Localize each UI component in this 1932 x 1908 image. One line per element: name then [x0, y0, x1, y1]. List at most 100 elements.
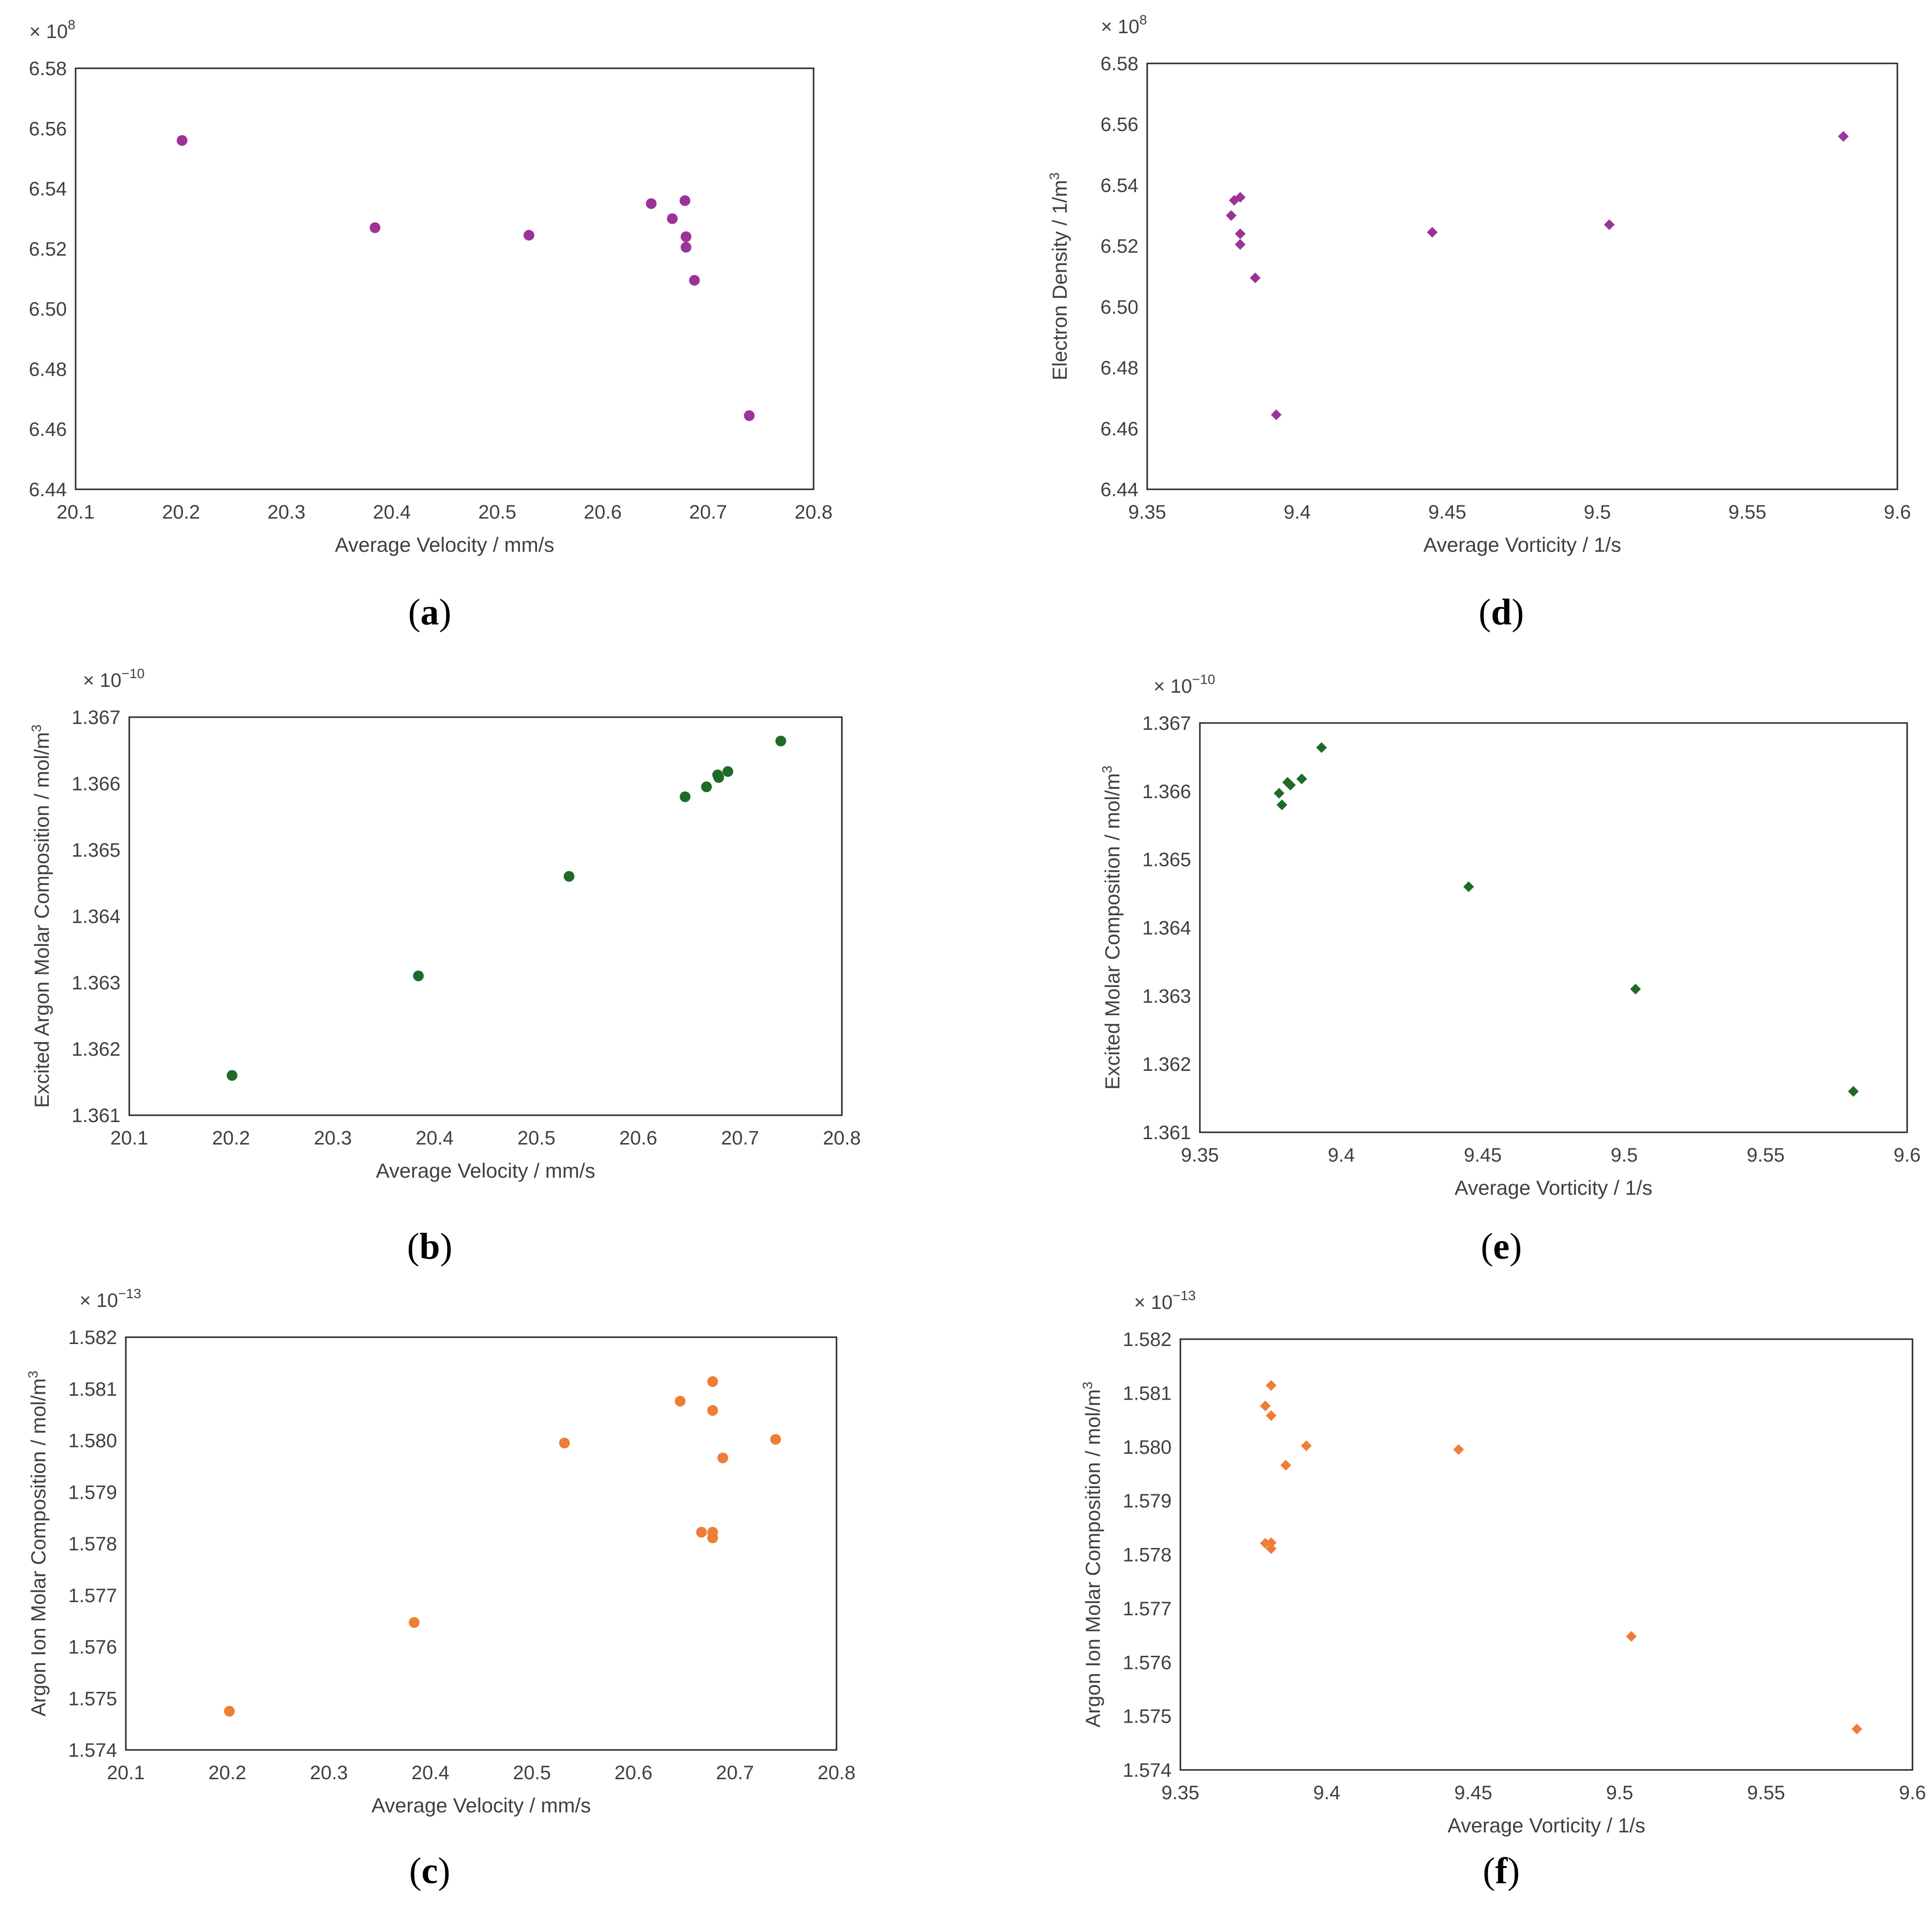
x-tick-label: 9.6: [1899, 1782, 1926, 1804]
y-tick-label: 1.579: [68, 1482, 117, 1503]
data-point: [707, 1532, 718, 1544]
y-axis-label-text: Excited Molar Composition / mol/m: [1101, 773, 1124, 1090]
panel-label-close-paren: ): [1512, 592, 1524, 633]
data-point: [1276, 799, 1288, 810]
data-point: [1463, 881, 1474, 892]
x-tick-label: 9.4: [1313, 1782, 1340, 1804]
x-tick-label: 20.4: [373, 502, 411, 523]
x-tick-label: 20.5: [478, 502, 517, 523]
x-tick-label: 20.3: [310, 1762, 348, 1784]
y-axis-multiplier: × 108: [29, 17, 76, 42]
panel-label-close-paren: ): [1510, 1226, 1522, 1267]
data-point: [1266, 1543, 1277, 1554]
y-axis-multiplier-base: × 10: [1154, 676, 1192, 697]
x-tick-label: 9.55: [1747, 1782, 1785, 1804]
x-tick-label: 20.2: [208, 1762, 246, 1784]
y-axis-multiplier: × 108: [1101, 12, 1147, 38]
data-point: [226, 1070, 238, 1081]
y-tick-label: 1.574: [68, 1740, 117, 1761]
y-axis-label-unit-superscript: 3: [1099, 765, 1115, 773]
y-tick-label: 6.52: [1100, 236, 1138, 257]
y-axis-label-unit-superscript: 3: [29, 724, 44, 732]
x-tick-label: 20.7: [689, 502, 727, 523]
y-tick-label: 1.363: [72, 972, 120, 994]
y-axis-label: Electron Density / 1/m3: [1047, 172, 1071, 380]
panel-label-close-paren: ): [1508, 1850, 1520, 1891]
y-axis-label: Argon Ion Molar Composition / mol/m3: [25, 1371, 50, 1717]
x-tick-label: 9.35: [1128, 502, 1166, 523]
y-tick-label: 1.576: [68, 1637, 117, 1658]
panel-label: (d): [1479, 592, 1524, 633]
y-tick-label: 1.578: [68, 1533, 117, 1555]
y-tick-label: 1.363: [1142, 985, 1191, 1007]
y-tick-label: 1.575: [1123, 1706, 1172, 1727]
data-point: [770, 1434, 781, 1445]
panel-label-close-paren: ): [438, 1850, 450, 1891]
x-tick-label: 20.1: [57, 502, 95, 523]
x-tick-label: 20.8: [823, 1127, 861, 1149]
x-tick-label: 20.1: [110, 1127, 148, 1149]
data-point: [224, 1706, 235, 1717]
y-axis-multiplier-base: × 10: [80, 1290, 118, 1311]
y-axis-multiplier-exponent: −10: [1192, 672, 1215, 687]
data-point: [523, 230, 535, 241]
data-point: [1285, 780, 1296, 791]
y-axis-label-unit-superscript: 3: [1047, 172, 1062, 180]
x-tick-label: 9.45: [1454, 1782, 1492, 1804]
x-tick-label: 20.4: [416, 1127, 454, 1149]
data-point: [1226, 210, 1237, 221]
y-tick-label: 6.50: [29, 299, 67, 320]
data-point: [1453, 1444, 1464, 1455]
panel-label-letter: b: [419, 1226, 440, 1267]
x-axis-label: Average Velocity / mm/s: [376, 1159, 596, 1182]
y-axis-label-text: Argon Ion Molar Composition / mol/m: [27, 1378, 50, 1716]
chart-panel-b: 20.1 20.2 20.3 20.4 20.5 20.6 20.7 20.8 1.361 1.3…: [29, 666, 861, 1267]
data-point: [1250, 272, 1261, 283]
x-tick-label: 9.5: [1584, 502, 1611, 523]
data-point: [1296, 773, 1307, 784]
x-tick-label: 20.6: [615, 1762, 653, 1784]
panel-label-open-paren: (: [1479, 592, 1491, 633]
data-point: [1316, 742, 1327, 753]
data-point: [1266, 1410, 1277, 1421]
y-tick-label: 1.577: [1123, 1598, 1172, 1620]
y-axis-multiplier: × 10−13: [1134, 1288, 1195, 1313]
panel-label-open-paren: (: [409, 1850, 421, 1891]
panel-label-letter: d: [1491, 592, 1512, 633]
panel-label-open-paren: (: [407, 1226, 419, 1267]
data-point: [722, 766, 734, 777]
data-point: [689, 275, 700, 286]
x-tick-label: 20.6: [619, 1127, 657, 1149]
data-point: [713, 772, 724, 783]
y-tick-label: 6.56: [29, 118, 67, 140]
chart-panel-f: 9.35 9.4 9.45 9.5 9.55 9.6 1.574 1.575 1.576 1.57…: [1080, 1288, 1926, 1891]
y-tick-label: 1.574: [1123, 1760, 1172, 1781]
y-tick-label: 1.364: [72, 906, 120, 927]
y-axis-multiplier-base: × 10: [83, 670, 121, 691]
data-point: [1427, 227, 1438, 238]
x-tick-label: 9.35: [1181, 1145, 1219, 1166]
x-tick-label: 20.3: [267, 502, 305, 523]
chart-panel-d: 9.35 9.4 9.45 9.5 9.55 9.6 6.44 6.46 6.48 6.50 6.5…: [1047, 12, 1911, 633]
data-point: [1626, 1631, 1637, 1642]
x-tick-label: 20.2: [162, 502, 200, 523]
panel-label-close-paren: ): [440, 1226, 452, 1267]
chart-panel-a: 20.1 20.2 20.3 20.4 20.5 20.6 20.7 20.8 6.44 6.46…: [29, 17, 833, 633]
y-tick-label: 6.44: [1100, 479, 1138, 501]
data-point: [563, 871, 575, 882]
y-tick-label: 6.46: [29, 419, 67, 441]
data-point: [679, 791, 691, 803]
x-tick-label: 9.5: [1611, 1145, 1638, 1166]
y-axis-multiplier-exponent: −13: [1173, 1288, 1196, 1303]
panel-label-letter: f: [1495, 1850, 1508, 1891]
plot-frame: [1146, 62, 1898, 490]
x-axis-label: Average Velocity / mm/s: [335, 533, 555, 556]
y-tick-label: 6.54: [1100, 175, 1138, 196]
data-point: [707, 1405, 718, 1416]
y-tick-label: 1.366: [1142, 781, 1191, 803]
data-point: [1266, 1537, 1277, 1548]
y-tick-label: 6.58: [29, 58, 67, 80]
panel-label-open-paren: (: [408, 592, 420, 633]
y-tick-label: 1.578: [1123, 1545, 1172, 1566]
